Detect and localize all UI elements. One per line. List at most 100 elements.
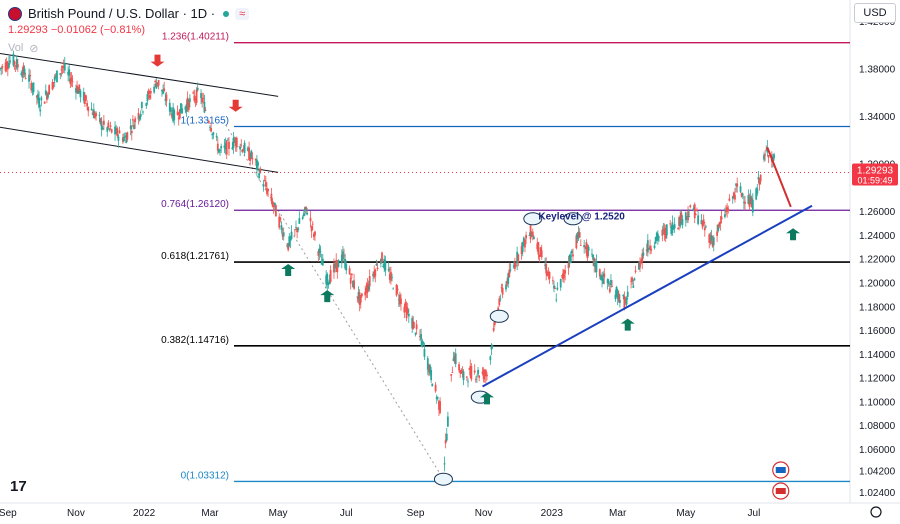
market-status-icon	[223, 10, 230, 17]
candle-body	[584, 246, 587, 248]
candle-body	[451, 372, 454, 373]
eye-off-icon[interactable]: ⊘	[29, 43, 39, 55]
candle-body	[266, 188, 268, 194]
candle-body	[630, 281, 632, 282]
candle-body	[16, 64, 19, 68]
candle-body	[653, 245, 656, 248]
settings-icon[interactable]	[870, 506, 882, 518]
candle-body	[110, 129, 113, 133]
candle-body	[304, 207, 306, 212]
candle-body	[664, 227, 667, 239]
candle-body	[329, 270, 332, 282]
candle-body	[124, 135, 126, 137]
x-tick-label: Mar	[609, 508, 627, 519]
candle-body	[204, 109, 207, 111]
candle-body	[572, 254, 574, 257]
candle-body	[415, 324, 418, 330]
candle-body	[422, 342, 425, 344]
candle-body	[196, 87, 199, 91]
candle-body	[4, 62, 7, 71]
candle-body	[192, 92, 195, 94]
candle-body	[161, 89, 163, 92]
candle-body	[507, 273, 510, 284]
candle-body	[249, 156, 252, 161]
candle-body	[272, 205, 275, 208]
candle-body	[608, 288, 611, 293]
candle-body	[242, 149, 245, 152]
candle-body	[756, 188, 759, 194]
indicator-badge[interactable]: ≈	[235, 7, 250, 20]
candle-body	[586, 245, 589, 259]
candle-body	[577, 231, 580, 238]
y-tick-label: 1.08000	[859, 421, 896, 432]
candle-body	[53, 76, 56, 81]
currency-selector[interactable]: USD	[854, 3, 896, 23]
candle-body	[484, 370, 487, 377]
candle-body	[155, 83, 158, 89]
candle-body	[649, 245, 651, 250]
up-arrow-icon	[786, 228, 801, 241]
candle-body	[116, 128, 119, 136]
candle-body	[702, 219, 705, 224]
candle-body	[536, 243, 539, 250]
candle-body	[458, 364, 460, 371]
candle-body	[30, 82, 33, 91]
candle-body	[680, 212, 683, 222]
candle-body	[637, 262, 640, 270]
candle-body	[376, 267, 379, 269]
candle-body	[684, 212, 687, 221]
candle-body	[193, 95, 196, 101]
candle-body	[716, 231, 718, 236]
candle-body	[508, 269, 511, 277]
candle-body	[439, 401, 441, 413]
candle-body	[194, 98, 197, 101]
x-tick-label: May	[269, 508, 288, 519]
candle-body	[640, 260, 643, 262]
candle-body	[744, 201, 746, 204]
x-tick-label: Sep	[0, 508, 17, 519]
candle-body	[298, 218, 301, 224]
candle-body	[32, 82, 35, 93]
candle-body	[594, 261, 597, 268]
candle-body	[641, 253, 644, 263]
candle-body	[126, 132, 129, 140]
candle-body	[585, 242, 588, 254]
candle-body	[47, 93, 49, 98]
candle-body	[732, 192, 735, 197]
candle-body	[731, 196, 734, 199]
candle-body	[241, 149, 244, 153]
candle-body	[598, 269, 601, 277]
candle-body	[147, 91, 150, 95]
marker-circle	[433, 472, 453, 486]
candle-body	[60, 69, 63, 71]
candle-body	[719, 221, 722, 224]
candle-body	[325, 275, 328, 284]
candle-body	[359, 295, 362, 303]
candle-body	[755, 188, 758, 200]
candle-body	[708, 234, 711, 243]
candle-body	[645, 249, 648, 251]
candle-body	[138, 115, 141, 120]
candle-body	[180, 103, 182, 114]
candle-body	[263, 180, 266, 181]
candle-body	[37, 94, 39, 101]
candle-body	[207, 121, 210, 123]
candle-body	[725, 210, 727, 212]
candle-body	[352, 280, 354, 288]
candle-body	[297, 228, 300, 231]
candle-body	[403, 307, 406, 313]
symbol-title[interactable]: British Pound / U.S. Dollar · 1D ·	[28, 6, 216, 21]
candle-body	[5, 61, 8, 69]
candle-body	[478, 375, 481, 378]
candle-body	[165, 94, 168, 102]
candle-body	[195, 89, 198, 103]
candle-body	[368, 276, 371, 287]
event-flag-icon	[775, 488, 786, 494]
candle-body	[21, 72, 24, 78]
candle-body	[610, 280, 612, 286]
y-tick-label: 1.12000	[859, 374, 896, 385]
candle-body	[515, 265, 517, 267]
candle-body	[595, 261, 598, 272]
candle-body	[240, 144, 243, 146]
